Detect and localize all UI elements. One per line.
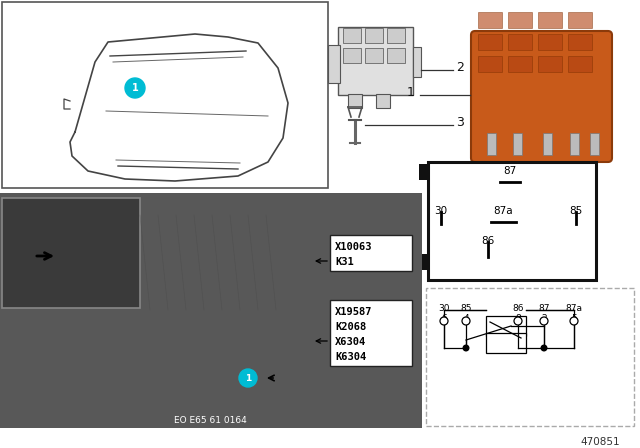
Bar: [343, 28, 361, 43]
Text: X19587: X19587: [335, 307, 372, 317]
Bar: [343, 48, 361, 63]
Circle shape: [541, 345, 547, 351]
Text: 85: 85: [570, 206, 582, 216]
Bar: [376, 94, 390, 108]
Text: 2: 2: [456, 60, 464, 73]
Bar: [538, 12, 562, 28]
Text: 86: 86: [512, 304, 524, 313]
Bar: [568, 12, 592, 28]
FancyBboxPatch shape: [471, 31, 612, 162]
Bar: [330, 235, 412, 271]
Bar: [365, 48, 383, 63]
Bar: [543, 133, 552, 155]
Text: 87: 87: [504, 166, 516, 176]
Bar: [338, 27, 413, 95]
Circle shape: [440, 317, 448, 325]
Bar: [487, 133, 496, 155]
Circle shape: [239, 369, 257, 387]
Bar: [348, 94, 362, 108]
Bar: [2, 2, 328, 188]
Text: 1: 1: [132, 83, 138, 93]
Bar: [387, 28, 405, 43]
Circle shape: [570, 317, 578, 325]
Bar: [426, 288, 634, 426]
Circle shape: [463, 345, 468, 351]
Text: X6304: X6304: [335, 337, 366, 347]
Bar: [508, 56, 532, 72]
Bar: [2, 198, 140, 308]
Text: 8: 8: [515, 314, 521, 323]
Bar: [508, 12, 532, 28]
Bar: [478, 12, 502, 28]
Text: 3: 3: [456, 116, 464, 129]
Bar: [538, 34, 562, 50]
Text: 85: 85: [460, 304, 472, 313]
Text: 86: 86: [481, 236, 495, 246]
Circle shape: [540, 317, 548, 325]
Bar: [486, 333, 526, 353]
Text: 4: 4: [463, 314, 469, 323]
Text: K2068: K2068: [335, 322, 366, 332]
Text: 2: 2: [541, 314, 547, 323]
Text: X10063: X10063: [335, 242, 372, 252]
Bar: [568, 56, 592, 72]
Text: 30: 30: [435, 206, 447, 216]
Bar: [365, 28, 383, 43]
Text: EO E65 61 0164: EO E65 61 0164: [173, 415, 246, 425]
Bar: [387, 48, 405, 63]
Bar: [508, 34, 532, 50]
Circle shape: [125, 78, 145, 98]
Bar: [570, 133, 579, 155]
Bar: [428, 162, 596, 280]
Text: 1: 1: [407, 86, 415, 99]
Text: 5: 5: [571, 314, 577, 323]
Text: K31: K31: [335, 257, 354, 267]
Text: 6: 6: [441, 314, 447, 323]
Circle shape: [514, 317, 522, 325]
Text: 87a: 87a: [566, 304, 582, 313]
Bar: [413, 47, 421, 77]
Text: 87a: 87a: [493, 206, 513, 216]
Circle shape: [462, 317, 470, 325]
Text: 87: 87: [538, 304, 550, 313]
Bar: [538, 56, 562, 72]
Bar: [478, 34, 502, 50]
Bar: [419, 164, 430, 180]
Bar: [419, 254, 430, 270]
Text: K6304: K6304: [335, 352, 366, 362]
Bar: [568, 34, 592, 50]
Bar: [486, 316, 526, 336]
Text: 1: 1: [245, 374, 251, 383]
Text: 470851: 470851: [580, 437, 620, 447]
Text: 30: 30: [438, 304, 450, 313]
Bar: [328, 45, 340, 83]
Bar: [513, 133, 522, 155]
Bar: [0, 193, 422, 428]
Bar: [590, 133, 599, 155]
Bar: [330, 300, 412, 366]
Bar: [478, 56, 502, 72]
